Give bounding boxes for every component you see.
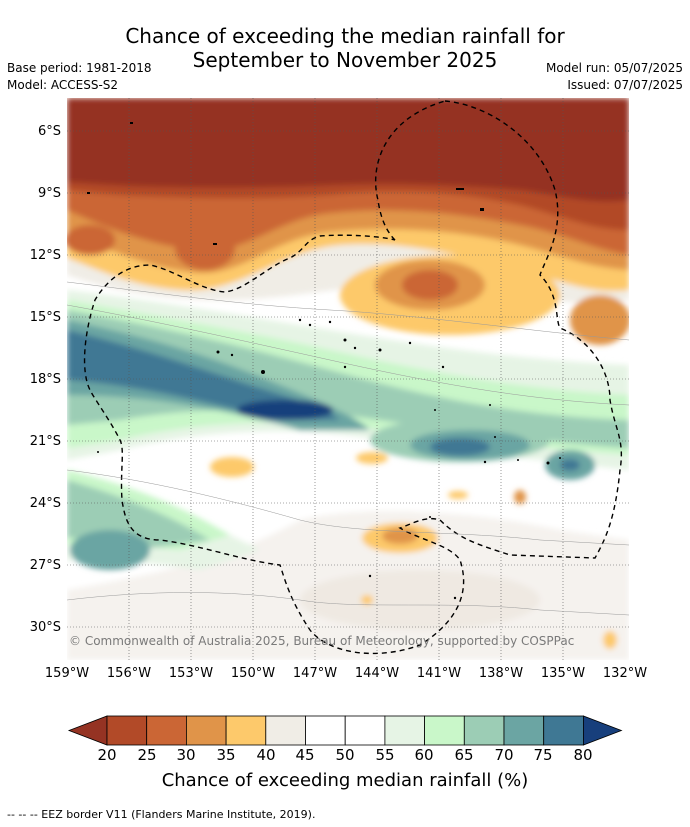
meta-left: Base period: 1981-2018 Model: ACCESS-S2 [7, 60, 152, 94]
lat-label: 9°S [37, 186, 61, 201]
colorbar-tick: 50 [335, 746, 355, 764]
colorbar [67, 715, 623, 746]
graticule [67, 98, 629, 660]
colorbar-tick: 70 [494, 746, 514, 764]
colorbar-swatch [384, 715, 425, 746]
colorbar-tick: 65 [454, 746, 474, 764]
colorbar-tick: 75 [533, 746, 553, 764]
colorbar-tick: 45 [295, 746, 315, 764]
colorbar-tick: 35 [216, 746, 236, 764]
meta-right: Model run: 05/07/2025 Issued: 07/07/2025 [546, 60, 683, 94]
colorbar-swatch [106, 715, 148, 746]
lon-label: 156°W [106, 666, 152, 681]
colorbar-swatch [305, 715, 346, 746]
lon-label: 150°W [230, 666, 276, 681]
colorbar-tick: 80 [573, 746, 593, 764]
eez-borders [83, 100, 623, 655]
lon-label: 138°W [478, 666, 524, 681]
lon-label: 132°W [602, 666, 648, 681]
lon-label: 153°W [168, 666, 214, 681]
lon-label: 159°W [44, 666, 90, 681]
rainfall-field [67, 98, 629, 660]
colorbar-swatch [265, 715, 306, 746]
lat-label: 12°S [29, 248, 61, 263]
lat-label: 27°S [29, 558, 61, 573]
colorbar-swatch [146, 715, 187, 746]
copyright-text: © Commonwealth of Australia 2025, Bureau… [69, 634, 575, 648]
contour-lines [67, 281, 629, 616]
colorbar-swatch [424, 715, 465, 746]
lat-label: 6°S [37, 124, 61, 139]
colorbar-swatch [185, 715, 227, 746]
map-title: Chance of exceeding the median rainfall … [0, 24, 690, 72]
colorbar-extend-high [583, 715, 623, 746]
colorbar-tick: 30 [176, 746, 196, 764]
islands [87, 122, 561, 600]
colorbar-extend-low [67, 715, 108, 746]
lat-label: 18°S [29, 372, 61, 387]
colorbar-tick: 40 [256, 746, 276, 764]
model-text: Model: ACCESS-S2 [7, 78, 119, 92]
model-run-text: Model run: 05/07/2025 [545, 61, 683, 75]
lon-label: 135°W [540, 666, 586, 681]
colorbar-tick: 20 [97, 746, 117, 764]
colorbar-swatch [344, 715, 386, 746]
lat-label: 30°S [29, 620, 61, 635]
colorbar-tick: 60 [414, 746, 434, 764]
lon-label: 144°W [354, 666, 400, 681]
colorbar-swatch [543, 715, 584, 746]
lon-label: 147°W [292, 666, 338, 681]
title-line-1: Chance of exceeding the median rainfall … [125, 24, 565, 48]
colorbar-tick: 55 [375, 746, 395, 764]
issued-text: Issued: 07/07/2025 [567, 78, 683, 92]
lat-label: 24°S [29, 496, 61, 511]
colorbar-swatch [463, 715, 505, 746]
colorbar-tick: 25 [137, 746, 157, 764]
colorbar-swatch [225, 715, 267, 746]
lat-label: 15°S [29, 310, 61, 325]
base-period-text: Base period: 1981-2018 [7, 61, 152, 75]
colorbar-label: Chance of exceeding median rainfall (%) [161, 770, 529, 791]
lat-label: 21°S [29, 434, 61, 449]
lon-label: 141°W [416, 666, 462, 681]
eez-legend-note: -- -- -- EEZ border V11 (Flanders Marine… [7, 808, 316, 821]
title-line-2: September to November 2025 [192, 48, 498, 72]
colorbar-swatch [503, 715, 545, 746]
